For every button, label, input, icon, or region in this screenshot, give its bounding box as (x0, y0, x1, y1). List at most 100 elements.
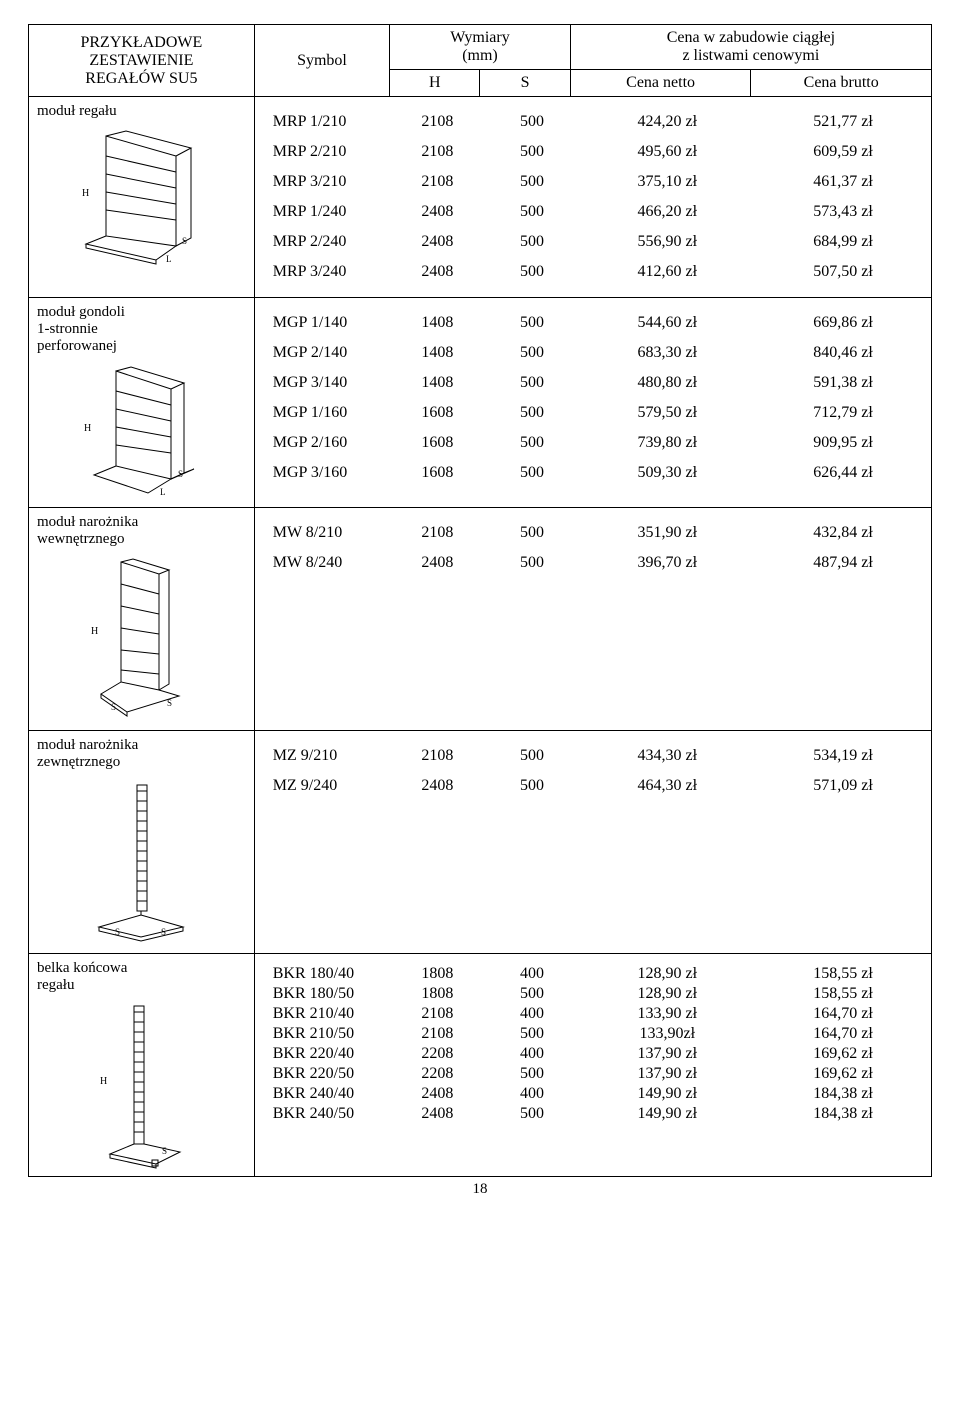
h-cell: 2108 (390, 107, 485, 137)
svg-text:S: S (111, 702, 116, 712)
gross-cell: 591,38 zł (755, 368, 931, 398)
table-row: MW 8/2402408500396,70 zł487,94 zł (255, 548, 931, 578)
h-cell: 2108 (390, 518, 485, 548)
h-cell: 1608 (390, 398, 485, 428)
section-label: moduł regału (37, 103, 246, 120)
s-cell: 500 (485, 257, 580, 287)
gross-cell: 164,70 zł (755, 1024, 931, 1044)
h-cell: 2408 (390, 771, 485, 801)
svg-text:S: S (115, 927, 120, 937)
svg-text:H: H (84, 423, 91, 434)
title-line1: PRZYKŁADOWE ZESTAWIENIE (80, 34, 202, 69)
col-dims: Wymiary (mm) (390, 25, 571, 70)
h-cell: 2408 (390, 1084, 485, 1104)
section-label-cell: moduł narożnikawewnętrznego H S S (29, 508, 255, 731)
table-row: BKR 220/502208500137,90 zł169,62 zł (255, 1064, 931, 1084)
data-rows-table: BKR 180/401808400128,90 zł158,55 złBKR 1… (255, 964, 931, 1124)
net-cell: 128,90 zł (579, 984, 755, 1004)
s-cell: 500 (485, 1104, 580, 1124)
symbol-cell: BKR 180/50 (255, 984, 390, 1004)
table-row: MRP 3/2402408500412,60 zł507,50 zł (255, 257, 931, 287)
net-cell: 509,30 zł (579, 458, 755, 488)
section-table: moduł narożnikawewnętrznego H S S MW 8/2… (28, 507, 932, 731)
s-cell: 500 (485, 368, 580, 398)
symbol-cell: MRP 1/240 (255, 197, 390, 227)
h-cell: 2408 (390, 197, 485, 227)
svg-text:S: S (182, 236, 187, 246)
h-cell: 1808 (390, 984, 485, 1004)
s-cell: 500 (485, 227, 580, 257)
s-cell: 500 (485, 741, 580, 771)
table-row: MGP 2/1601608500739,80 zł909,95 zł (255, 428, 931, 458)
section-label-cell: moduł narożnikazewnętrznego S S (29, 731, 255, 954)
net-cell: 133,90zł (579, 1024, 755, 1044)
symbol-cell: BKR 240/40 (255, 1084, 390, 1104)
net-cell: 412,60 zł (579, 257, 755, 287)
net-cell: 683,30 zł (579, 338, 755, 368)
h-cell: 1408 (390, 368, 485, 398)
table-row: MZ 9/2102108500434,30 zł534,19 zł (255, 741, 931, 771)
col-price: Cena w zabudowie ciągłej z listwami ceno… (570, 25, 931, 70)
h-cell: 2408 (390, 548, 485, 578)
net-cell: 495,60 zł (579, 137, 755, 167)
symbol-cell: MRP 2/210 (255, 137, 390, 167)
page-number: 18 (28, 1181, 932, 1198)
svg-text:L: L (166, 254, 172, 264)
h-cell: 2408 (390, 1104, 485, 1124)
net-cell: 480,80 zł (579, 368, 755, 398)
net-cell: 149,90 zł (579, 1084, 755, 1104)
section-table: moduł narożnikazewnętrznego S S MZ 9/210… (28, 730, 932, 954)
sections-container: moduł regału H L S MRP 1/2102108500424,2… (28, 96, 932, 1177)
symbol-cell: MW 8/240 (255, 548, 390, 578)
section-data-cell: BKR 180/401808400128,90 zł158,55 złBKR 1… (254, 954, 931, 1177)
svg-text:L: L (160, 487, 166, 497)
net-cell: 375,10 zł (579, 167, 755, 197)
symbol-cell: MGP 1/140 (255, 308, 390, 338)
gross-cell: 521,77 zł (755, 107, 931, 137)
net-cell: 351,90 zł (579, 518, 755, 548)
svg-text:H: H (82, 188, 89, 199)
gross-cell: 534,19 zł (755, 741, 931, 771)
table-row: MRP 2/2102108500495,60 zł609,59 zł (255, 137, 931, 167)
h-cell: 2108 (390, 137, 485, 167)
h-cell: 2108 (390, 1024, 485, 1044)
symbol-cell: MZ 9/240 (255, 771, 390, 801)
gross-cell: 158,55 zł (755, 964, 931, 984)
table-row: MGP 1/1601608500579,50 zł712,79 zł (255, 398, 931, 428)
table-row: MGP 3/1401408500480,80 zł591,38 zł (255, 368, 931, 398)
s-cell: 500 (485, 428, 580, 458)
table-row: BKR 180/501808500128,90 zł158,55 zł (255, 984, 931, 1004)
net-cell: 133,90 zł (579, 1004, 755, 1024)
symbol-cell: BKR 210/50 (255, 1024, 390, 1044)
table-row: MRP 1/2402408500466,20 zł573,43 zł (255, 197, 931, 227)
symbol-cell: MZ 9/210 (255, 741, 390, 771)
section-label: moduł narożnikawewnętrznego (37, 514, 246, 548)
section-table: moduł regału H L S MRP 1/2102108500424,2… (28, 96, 932, 298)
s-cell: 500 (485, 107, 580, 137)
gross-cell: 184,38 zł (755, 1084, 931, 1104)
diagram-corner-out-icon: S S (37, 777, 246, 947)
gross-cell: 712,79 zł (755, 398, 931, 428)
title-line2: REGAŁÓW SU5 (85, 70, 197, 87)
table-row: BKR 210/402108400133,90 zł164,70 zł (255, 1004, 931, 1024)
s-cell: 500 (485, 197, 580, 227)
gross-cell: 609,59 zł (755, 137, 931, 167)
data-rows-table: MRP 1/2102108500424,20 zł521,77 złMRP 2/… (255, 107, 931, 287)
h-cell: 2108 (390, 167, 485, 197)
symbol-cell: MW 8/210 (255, 518, 390, 548)
s-cell: 500 (485, 458, 580, 488)
s-cell: 500 (485, 167, 580, 197)
gross-cell: 684,99 zł (755, 227, 931, 257)
table-row: MW 8/2102108500351,90 zł432,84 zł (255, 518, 931, 548)
net-cell: 137,90 zł (579, 1044, 755, 1064)
gross-cell: 626,44 zł (755, 458, 931, 488)
col-gross: Cena brutto (751, 70, 932, 97)
symbol-cell: MGP 3/140 (255, 368, 390, 398)
symbol-cell: BKR 220/40 (255, 1044, 390, 1064)
section-label-cell: belka końcowaregału H S (29, 954, 255, 1177)
section-data-cell: MRP 1/2102108500424,20 zł521,77 złMRP 2/… (254, 97, 931, 298)
data-rows-table: MGP 1/1401408500544,60 zł669,86 złMGP 2/… (255, 308, 931, 488)
svg-text:S: S (167, 698, 172, 708)
gross-cell: 432,84 zł (755, 518, 931, 548)
diagram-corner-in-icon: H S S (37, 554, 246, 724)
